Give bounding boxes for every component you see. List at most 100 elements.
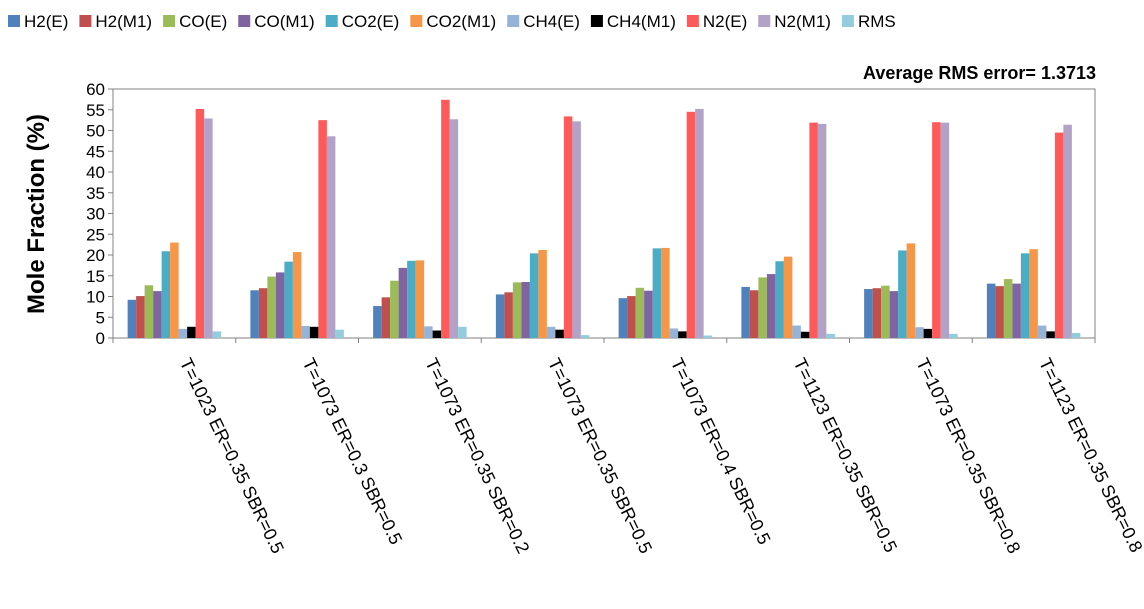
bar-n2-e bbox=[195, 108, 205, 338]
legend-swatch bbox=[238, 15, 251, 27]
legend-swatch bbox=[590, 15, 603, 27]
bar-ch4-m1 bbox=[555, 329, 564, 338]
bar-ch4-e bbox=[546, 326, 556, 338]
bar-co2-e bbox=[529, 253, 539, 338]
bar-n2-e bbox=[932, 122, 941, 338]
legend-swatch bbox=[79, 15, 92, 27]
bar-h2-m1 bbox=[872, 288, 882, 338]
bar-h2-e bbox=[864, 289, 873, 338]
bar-co-m1 bbox=[889, 291, 899, 338]
rms-error-annotation: Average RMS error= 1.3713 bbox=[863, 63, 1096, 83]
bar-h2-e bbox=[741, 286, 750, 338]
x-category-label: T=1073 ER=0.4 SBR=0.5 bbox=[667, 355, 775, 548]
bar-ch4-m1 bbox=[432, 330, 442, 338]
bar-h2-e bbox=[250, 290, 259, 338]
bar-n2-m1 bbox=[817, 123, 827, 338]
bar-rms bbox=[703, 335, 713, 338]
bar-co-m1 bbox=[1012, 283, 1021, 338]
y-tick-label: 35 bbox=[86, 184, 105, 203]
bar-h2-m1 bbox=[627, 296, 636, 338]
bar-ch4-m1 bbox=[309, 326, 319, 338]
bar-co-m1 bbox=[521, 281, 530, 338]
bar-h2-e bbox=[986, 283, 996, 338]
bar-co-e bbox=[758, 277, 767, 338]
legend-label: H2(M1) bbox=[95, 12, 152, 31]
bar-co-m1 bbox=[398, 267, 408, 338]
bar-n2-m1 bbox=[326, 136, 336, 338]
bar-co2-e bbox=[652, 248, 662, 338]
y-tick-label: 0 bbox=[96, 329, 105, 348]
bar-ch4-e bbox=[178, 328, 188, 338]
legend-label: H2(E) bbox=[24, 12, 68, 31]
y-tick-label: 40 bbox=[86, 163, 105, 182]
y-tick-label: 25 bbox=[86, 225, 105, 244]
bar-co2-m1 bbox=[783, 256, 793, 338]
bar-ch4-m1 bbox=[678, 331, 687, 338]
y-tick-label: 20 bbox=[86, 246, 105, 265]
bar-ch4-m1 bbox=[1046, 331, 1055, 338]
bar-h2-m1 bbox=[136, 296, 145, 338]
legend-label: N2(M1) bbox=[774, 12, 831, 31]
bar-co2-e bbox=[161, 251, 171, 338]
bar-ch4-e bbox=[301, 325, 310, 338]
bar-n2-e bbox=[1054, 132, 1064, 338]
bar-co2-m1 bbox=[661, 247, 670, 338]
legend-swatch bbox=[758, 15, 771, 27]
bar-co2-e bbox=[284, 261, 293, 338]
bar-rms bbox=[1071, 333, 1081, 338]
bar-co2-e bbox=[775, 261, 784, 338]
legend-label: CH4(M1) bbox=[607, 12, 676, 31]
bar-n2-m1 bbox=[1063, 124, 1072, 338]
bar-h2-m1 bbox=[504, 292, 513, 338]
bar-h2-e bbox=[618, 298, 628, 338]
bar-ch4-m1 bbox=[800, 331, 810, 338]
bar-ch4-e bbox=[915, 327, 924, 338]
bar-ch4-m1 bbox=[923, 328, 933, 338]
bars bbox=[127, 99, 1081, 339]
bar-co2-m1 bbox=[1029, 249, 1038, 338]
legend-label: CO(M1) bbox=[254, 12, 314, 31]
y-tick-label: 60 bbox=[86, 80, 105, 99]
y-tick-label: 10 bbox=[86, 288, 105, 307]
y-tick-label: 55 bbox=[86, 101, 105, 120]
bar-rms bbox=[949, 333, 958, 338]
bar-co2-m1 bbox=[538, 250, 547, 338]
bar-h2-e bbox=[127, 299, 137, 338]
bar-ch4-e bbox=[792, 325, 801, 338]
bar-co-e bbox=[512, 282, 522, 338]
bar-h2-m1 bbox=[749, 290, 759, 338]
bar-co2-m1 bbox=[415, 260, 425, 338]
bar-co-e bbox=[390, 280, 399, 338]
bar-h2-m1 bbox=[995, 286, 1004, 339]
legend-label: CO(E) bbox=[179, 12, 227, 31]
y-tick-label: 45 bbox=[86, 142, 105, 161]
bar-rms bbox=[335, 329, 344, 338]
bar-n2-e bbox=[563, 116, 573, 338]
bar-ch4-m1 bbox=[187, 326, 196, 338]
bar-co2-e bbox=[898, 250, 907, 338]
legend-label: CH4(E) bbox=[523, 12, 580, 31]
bar-ch4-e bbox=[669, 328, 679, 338]
bar-co-m1 bbox=[275, 272, 285, 338]
legend-swatch bbox=[841, 15, 854, 27]
bar-rms bbox=[826, 333, 835, 338]
bar-n2-e bbox=[441, 99, 450, 338]
y-tick-label: 15 bbox=[86, 267, 105, 286]
y-tick-label: 50 bbox=[86, 122, 105, 141]
legend-label: CO2(E) bbox=[342, 12, 400, 31]
bar-co-e bbox=[635, 287, 645, 338]
bar-n2-e bbox=[318, 120, 327, 339]
bar-n2-m1 bbox=[940, 122, 950, 339]
bar-ch4-e bbox=[424, 326, 433, 338]
bar-h2-e bbox=[373, 306, 382, 338]
bar-n2-m1 bbox=[204, 118, 213, 338]
bar-h2-m1 bbox=[381, 297, 391, 338]
bar-n2-m1 bbox=[572, 121, 581, 339]
y-tick-label: 5 bbox=[96, 308, 105, 327]
x-category-label: T=1073 ER=0.35 SBR=0.2 bbox=[421, 355, 533, 557]
bar-co-e bbox=[1003, 279, 1013, 338]
bar-h2-m1 bbox=[258, 288, 268, 338]
bar-co2-e bbox=[1020, 253, 1030, 338]
bar-rms bbox=[580, 335, 590, 338]
